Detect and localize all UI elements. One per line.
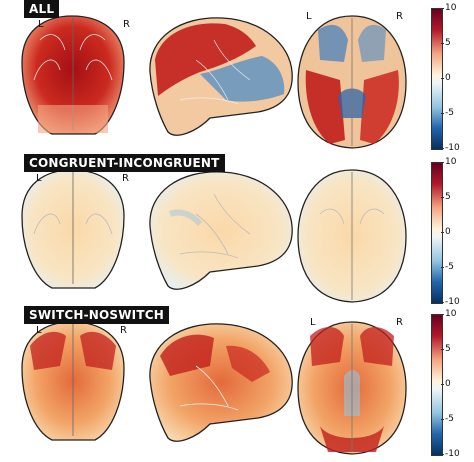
tick-label: 10 [445, 3, 457, 13]
panel-all: ALL L R L R 10 5 0 -5 -10 [0, 0, 474, 156]
right-marker-axial: R [396, 11, 403, 22]
colorbar [431, 8, 443, 150]
tick-label: -5 [445, 414, 454, 424]
glass-brain-congruent [21, 169, 407, 303]
left-marker: L [36, 173, 42, 184]
panel-label: SWITCH-NOSWITCH [24, 306, 169, 324]
tick-label: -5 [445, 262, 454, 272]
tick-label: 10 [445, 309, 457, 319]
colorbar [431, 162, 443, 304]
tick-label: 0 [445, 227, 451, 237]
glass-brain-switch [21, 321, 407, 455]
tick-label: 0 [445, 379, 451, 389]
tick-label: 5 [445, 192, 451, 202]
tick-label: -5 [445, 108, 454, 118]
left-marker: L [36, 325, 42, 336]
right-marker-axial: R [396, 317, 403, 328]
left-marker: L [38, 19, 44, 30]
left-marker-axial: L [306, 11, 312, 22]
tick-label: -10 [445, 297, 460, 307]
right-marker: R [122, 173, 129, 184]
tick-label: 5 [445, 344, 451, 354]
tick-label: 10 [445, 157, 457, 167]
right-marker: R [123, 19, 130, 30]
panel-label: CONGRUENT-INCONGRUENT [24, 154, 225, 172]
glass-brain-all [21, 15, 407, 149]
colorbar [431, 314, 443, 456]
tick-label: 5 [445, 38, 451, 48]
tick-label: 0 [445, 73, 451, 83]
panel-label: ALL [24, 0, 60, 18]
right-marker: R [120, 325, 127, 336]
tick-label: -10 [445, 449, 460, 459]
panel-congruent-incongruent: CONGRUENT-INCONGRUENT L R 10 5 0 -5 -10 [0, 154, 474, 310]
panel-switch-noswitch: SWITCH-NOSWITCH L R L R 10 5 0 -5 -10 [0, 306, 474, 462]
tick-label: -10 [445, 143, 460, 153]
left-marker-axial: L [310, 317, 316, 328]
